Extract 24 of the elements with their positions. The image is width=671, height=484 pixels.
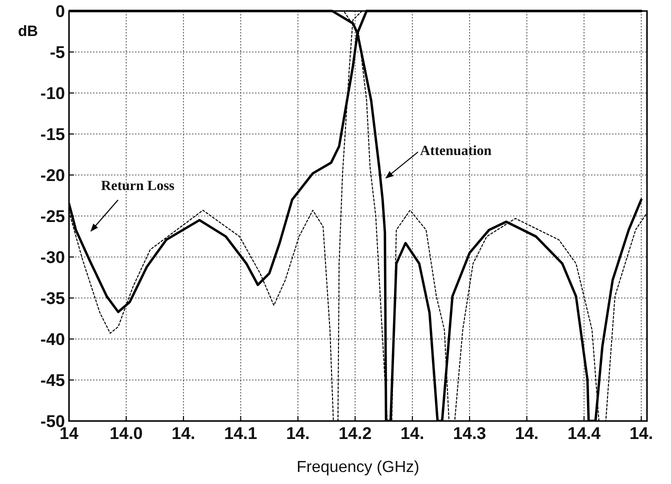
y-tick-label: -20 xyxy=(40,166,65,185)
y-tick-label: -5 xyxy=(50,43,65,62)
x-tick-label: 14.1 xyxy=(224,424,258,443)
x-tick-label: 14.4 xyxy=(568,424,602,443)
x-tick-label: 14. xyxy=(400,424,424,443)
y-tick-label: -25 xyxy=(40,207,65,226)
x-tick-label: 14.3 xyxy=(453,424,486,443)
y-tick-label: -45 xyxy=(40,371,65,390)
x-tick-label: 14.2 xyxy=(338,424,372,443)
x-tick-label: 14. xyxy=(515,424,539,443)
y-tick-label: -35 xyxy=(40,289,65,308)
x-tick-label: 14.0 xyxy=(110,424,143,443)
annotation: Attenuation xyxy=(420,144,492,159)
x-tick-label: 14. xyxy=(172,424,196,443)
y-tick-label: -40 xyxy=(40,330,65,349)
y-tick-label: -15 xyxy=(40,125,65,144)
y-tick-label: -30 xyxy=(40,248,65,267)
x-tick-label: 14. xyxy=(286,424,310,443)
x-tick-label: 14. xyxy=(629,424,654,443)
y-axis-title: dB xyxy=(18,23,38,40)
x-axis-title: Frequency (GHz) xyxy=(296,459,420,476)
y-tick-label: 0 xyxy=(56,2,65,21)
annotation: Return Loss xyxy=(101,179,176,194)
y-tick-label: -10 xyxy=(40,84,65,103)
